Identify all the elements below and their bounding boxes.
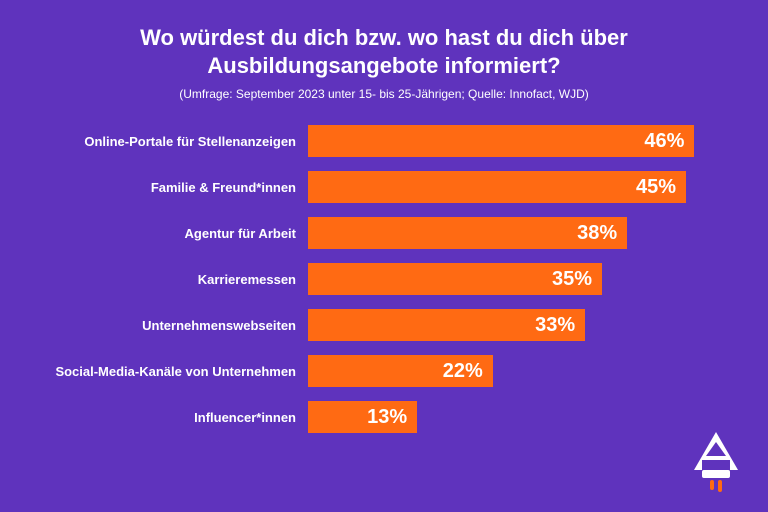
bar-value: 22% [443,360,483,383]
bar: 22% [308,355,493,387]
brand-logo [688,430,744,494]
bar-row: Online-Portale für Stellenanzeigen 46% [50,125,728,157]
title-line-2: Ausbildungsangebote informiert? [207,53,560,78]
bar-row: Karrieremessen 35% [50,263,728,295]
bar-row: Influencer*innen 13% [50,401,728,433]
bar-label: Agentur für Arbeit [50,226,308,241]
bar-area: 38% [308,217,728,249]
chart-subtitle: (Umfrage: September 2023 unter 15- bis 2… [40,87,728,101]
bar: 46% [308,125,694,157]
rocket-a-icon [688,430,744,494]
bar-value: 33% [535,314,575,337]
bar-label: Familie & Freund*innen [50,180,308,195]
bar-area: 33% [308,309,728,341]
bar-label: Online-Portale für Stellenanzeigen [50,134,308,149]
bar-label: Unternehmenswebseiten [50,318,308,333]
bar-row: Agentur für Arbeit 38% [50,217,728,249]
bar-value: 35% [552,268,592,291]
bar-area: 35% [308,263,728,295]
bar-value: 38% [577,222,617,245]
bar: 33% [308,309,585,341]
bar-area: 13% [308,401,728,433]
bar: 13% [308,401,417,433]
bar-value: 46% [644,130,684,153]
title-line-1: Wo würdest du dich bzw. wo hast du dich … [140,25,628,50]
chart-title: Wo würdest du dich bzw. wo hast du dich … [40,24,728,79]
bar-area: 46% [308,125,728,157]
bar-value: 13% [367,406,407,429]
chart-container: Wo würdest du dich bzw. wo hast du dich … [0,0,768,512]
bar: 38% [308,217,627,249]
bar-chart: Online-Portale für Stellenanzeigen 46% Fam… [40,125,728,433]
bar-label: Karrieremessen [50,272,308,287]
bar-row: Social-Media-Kanäle von Unternehmen 22% [50,355,728,387]
bar-area: 22% [308,355,728,387]
bar-area: 45% [308,171,728,203]
bar-label: Social-Media-Kanäle von Unternehmen [50,364,308,379]
bar: 45% [308,171,686,203]
bar: 35% [308,263,602,295]
bar-row: Unternehmenswebseiten 33% [50,309,728,341]
bar-value: 45% [636,176,676,199]
bar-label: Influencer*innen [50,410,308,425]
bar-row: Familie & Freund*innen 45% [50,171,728,203]
